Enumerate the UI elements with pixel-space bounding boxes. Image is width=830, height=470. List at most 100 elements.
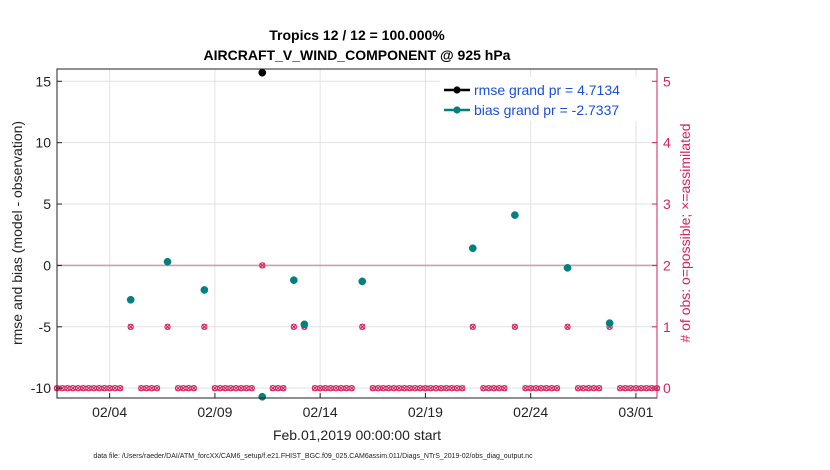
bias-point — [200, 286, 209, 294]
bias-point — [563, 264, 572, 272]
obs-assimilated-marker — [427, 385, 434, 391]
obs-assimilated-marker — [564, 324, 571, 330]
bias-point — [126, 295, 135, 304]
obs-assimilated-marker — [101, 385, 108, 391]
obs-assimilated-marker — [317, 385, 323, 391]
obs-assimilated-marker — [438, 385, 444, 391]
obs-count-markers — [53, 262, 661, 392]
obs-assimilated-marker — [233, 385, 239, 391]
obs-assimilated-marker — [212, 385, 218, 391]
obs-possible-marker — [511, 323, 519, 330]
obs-assimilated-marker — [443, 385, 450, 391]
obs-possible-marker — [553, 385, 561, 392]
rmse-point — [258, 68, 267, 77]
bias-point — [468, 244, 477, 253]
obs-assimilated-marker — [180, 385, 187, 391]
legend-box — [440, 77, 652, 121]
y-tick-label: 0 — [43, 257, 51, 273]
x-tick-label: 02/24 — [513, 404, 548, 420]
obs-possible-marker — [190, 385, 197, 392]
y-right-tick-label: 3 — [663, 196, 671, 212]
data-file-footer: data file: /Users/raeder/DAI/ATM_forcXX/… — [93, 453, 533, 460]
obs-assimilated-marker — [85, 385, 92, 391]
obs-assimilated-marker — [591, 385, 597, 391]
obs-assimilated-marker — [496, 385, 502, 391]
obs-assimilated-marker — [175, 385, 181, 391]
obs-possible-marker — [564, 323, 571, 330]
y-tick-label: 5 — [43, 196, 51, 212]
y-right-tick-label: 0 — [663, 380, 671, 396]
obs-possible-marker — [280, 385, 287, 392]
obs-assimilated-marker — [580, 385, 587, 391]
bias-point — [163, 257, 172, 266]
obs-assimilated-marker — [238, 385, 244, 391]
y-axis-label: rmse and bias (model - observation) — [9, 121, 25, 345]
obs-assimilated-marker — [370, 385, 376, 391]
obs-assimilated-marker — [222, 385, 229, 391]
obs-assimilated-marker — [412, 385, 418, 391]
obs-assimilated-marker — [333, 385, 339, 391]
obs-assimilated-marker — [396, 385, 402, 391]
obs-possible-marker — [501, 385, 508, 392]
obs-assimilated-marker — [80, 385, 87, 391]
x-tick-label: 02/14 — [303, 404, 338, 420]
bias-point — [300, 320, 309, 329]
obs-assimilated-marker — [112, 385, 118, 391]
obs-assimilated-marker — [385, 385, 392, 391]
y-right-tick-label: 1 — [663, 319, 671, 335]
y-tick-label: 15 — [35, 73, 51, 89]
left-axis: 15 10 5 0 -5 -10 — [31, 73, 62, 396]
obs-assimilated-marker — [454, 385, 460, 391]
obs-assimilated-marker — [585, 385, 592, 391]
obs-assimilated-marker — [543, 385, 550, 391]
obs-assimilated-marker — [143, 385, 150, 391]
legend: rmse grand pr = 4.7134 bias grand pr = -… — [440, 77, 652, 121]
y-tick-label: 10 — [35, 135, 51, 151]
y-right-tick-label: 4 — [663, 135, 671, 151]
obs-possible-marker — [153, 385, 161, 392]
obs-assimilated-marker — [485, 385, 492, 391]
chart-subtitle: AIRCRAFT_V_WIND_COMPONENT @ 925 hPa — [204, 47, 511, 63]
obs-assimilated-marker — [70, 385, 76, 391]
obs-assimilated-marker — [533, 385, 539, 391]
obs-possible-marker — [348, 385, 355, 392]
obs-assimilated-marker — [148, 385, 155, 391]
obs-assimilated-marker — [422, 385, 429, 391]
bias-point — [605, 319, 614, 327]
obs-assimilated-marker — [638, 385, 644, 391]
x-axis-label: Feb.01,2019 00:00:00 start — [273, 427, 441, 443]
obs-assimilated-marker — [343, 385, 350, 391]
obs-assimilated-marker — [291, 324, 297, 330]
obs-assimilated-marker — [406, 385, 413, 391]
x-axis: 02/04 02/09 02/14 02/19 02/24 03/01 — [92, 393, 654, 420]
obs-possible-marker — [201, 323, 208, 330]
obs-assimilated-marker — [96, 385, 102, 391]
obs-possible-marker — [359, 323, 366, 330]
obs-assimilated-marker — [322, 385, 329, 391]
obs-assimilated-marker — [633, 385, 639, 391]
y-axis-label-right: # of obs: o=possible; ×=assimilated — [677, 123, 693, 342]
obs-assimilated-marker — [480, 385, 487, 391]
obs-assimilated-marker — [596, 385, 602, 391]
obs-assimilated-marker — [575, 385, 581, 391]
obs-assimilated-marker — [522, 385, 529, 391]
obs-assimilated-marker — [622, 385, 629, 391]
y-tick-label: -5 — [39, 319, 52, 335]
obs-assimilated-marker — [127, 324, 134, 330]
obs-assimilated-marker — [417, 385, 423, 391]
obs-assimilated-marker — [359, 324, 366, 330]
y-right-tick-label: 2 — [663, 257, 671, 273]
obs-assimilated-marker — [648, 385, 655, 391]
legend-bias-label: bias grand pr = -2.7337 — [474, 102, 619, 118]
obs-assimilated-marker — [643, 385, 650, 391]
obs-possible-marker — [248, 385, 255, 392]
x-tick-label: 03/01 — [618, 404, 653, 420]
obs-possible-marker — [164, 323, 171, 330]
obs-assimilated-marker — [185, 385, 192, 391]
obs-assimilated-marker — [64, 385, 71, 391]
obs-assimilated-marker — [275, 385, 281, 391]
obs-possible-marker — [259, 262, 266, 269]
obs-assimilated-marker — [259, 262, 266, 269]
series-markers — [126, 68, 614, 401]
obs-assimilated-marker — [512, 324, 518, 330]
